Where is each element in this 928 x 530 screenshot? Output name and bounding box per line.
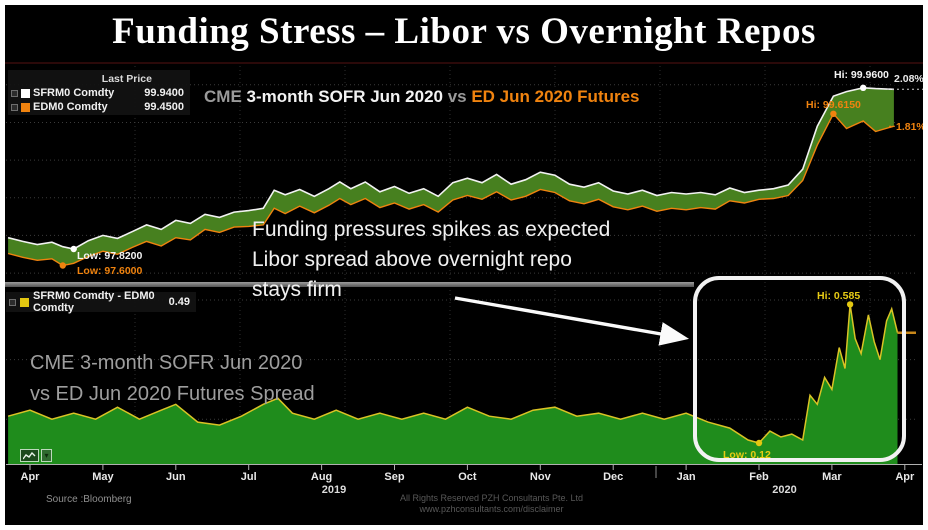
x-axis-label: Apr [895, 471, 915, 483]
extreme-marker-dot [59, 262, 66, 269]
line-chart-icon[interactable] [20, 449, 39, 462]
x-axis-label: Oct [458, 471, 477, 483]
legend-checkbox-icon[interactable] [11, 103, 18, 111]
x-axis-label: May [92, 471, 114, 483]
annotation-line: Libor spread above overnight repo [252, 248, 572, 271]
subtitle-main: 3-month SOFR Jun 2020 [246, 87, 448, 106]
x-axis-label: Feb [749, 471, 769, 483]
top-panel-subtitle: CME 3-month SOFR Jun 2020 vs ED Jun 2020… [204, 87, 640, 107]
annotation-arrow [454, 296, 690, 346]
copyright-note: All Rights Reserved PZH Consultants Pte.… [150, 493, 778, 515]
x-axis-label: Sep [384, 471, 404, 483]
legend-series-value: 99.4500 [144, 101, 184, 113]
sofr-yield-label: 2.08% [893, 73, 925, 85]
x-axis-label: Apr [21, 471, 41, 483]
extreme-marker-dot [830, 110, 837, 118]
rights-line: All Rights Reserved PZH Consultants Pte.… [399, 493, 584, 503]
disclaimer-url: www.pzhconsultants.com/disclaimer [419, 504, 564, 514]
chevron-down-icon[interactable]: ▾ [41, 449, 52, 462]
legend-series-name: SFRM0 Comdty [33, 87, 115, 99]
extreme-marker-dot [860, 84, 867, 92]
ed-yield-label: 1.81% [895, 121, 927, 133]
legend-checkbox-icon[interactable] [11, 89, 18, 97]
spread-area [8, 304, 898, 464]
sofr-swatch-icon [21, 88, 30, 98]
sofr-high-label: Hi: 99.9600 [834, 69, 889, 81]
panel-separator [0, 282, 694, 287]
annotation-text: Funding pressures spikes as expected Lib… [252, 215, 610, 305]
chart-type-button[interactable]: ▾ [20, 449, 52, 462]
x-axis-label: Nov [530, 471, 552, 483]
page-title: Funding Stress – Libor vs Overnight Repo… [112, 11, 816, 52]
ed-high-label: Hi: 99.6150 [806, 99, 861, 111]
sofr-ed-spread-band [8, 87, 894, 266]
x-axis-label: Jun [166, 471, 186, 483]
legend-checkbox-icon[interactable] [9, 298, 16, 306]
extreme-marker-dot [70, 245, 77, 253]
legend-header: Last Price [101, 73, 152, 85]
year-label: 2020 [772, 484, 796, 496]
spread-label-line: vs ED Jun 2020 Futures Spread [30, 383, 315, 405]
ed-price-line [7, 112, 895, 267]
source-note: Source :Bloomberg [46, 494, 132, 505]
legend-series-name: EDM0 Comdty [33, 101, 108, 113]
extreme-marker-dot [846, 301, 854, 308]
x-axis-label: Aug [311, 471, 332, 483]
spread-swatch-icon [20, 297, 29, 307]
ed-swatch-icon [21, 102, 30, 112]
title-divider [5, 62, 923, 64]
spread-legend-value: 0.49 [168, 296, 190, 308]
annotation-line: stays firm [252, 278, 342, 301]
legend-series-value: 99.9400 [144, 87, 184, 99]
ed-low-label: Low: 97.6000 [77, 265, 143, 277]
spread-low-label: Low: 0.12 [723, 449, 771, 461]
subtitle-prefix: CME [204, 87, 247, 106]
spread-legend-name: SFRM0 Comdty - EDM0 Comdty [33, 290, 155, 314]
x-axis-label: Mar [822, 471, 842, 483]
legend-row-ed[interactable]: EDM0 Comdty 99.4500 [11, 100, 184, 114]
x-axis-label: Dec [603, 471, 623, 483]
sofr-low-label: Low: 97.8200 [77, 250, 143, 262]
annotation-line: Funding pressures spikes as expected [252, 218, 611, 241]
legend-row-sofr[interactable]: SFRM0 Comdty 99.9400 [11, 86, 184, 100]
subtitle-ed: ED Jun 2020 Futures [471, 87, 640, 106]
x-axis-label: Jul [241, 471, 257, 483]
spread-high-label: Hi: 0.585 [817, 290, 861, 302]
spread-panel-label: CME 3-month SOFR Jun 2020 vs ED Jun 2020… [30, 348, 315, 410]
x-axis-label: Jan [677, 471, 696, 483]
sofr-price-line [7, 86, 894, 250]
spread-legend[interactable]: SFRM0 Comdty - EDM0 Comdty 0.49 [6, 290, 196, 314]
subtitle-vs: vs [447, 87, 472, 106]
spread-label-line: CME 3-month SOFR Jun 2020 [30, 352, 303, 374]
year-label: 2019 [322, 484, 346, 496]
top-legend: Last Price SFRM0 Comdty 99.9400 EDM0 Com… [8, 70, 190, 115]
spread-line [7, 304, 899, 444]
extreme-marker-dot [755, 439, 763, 447]
